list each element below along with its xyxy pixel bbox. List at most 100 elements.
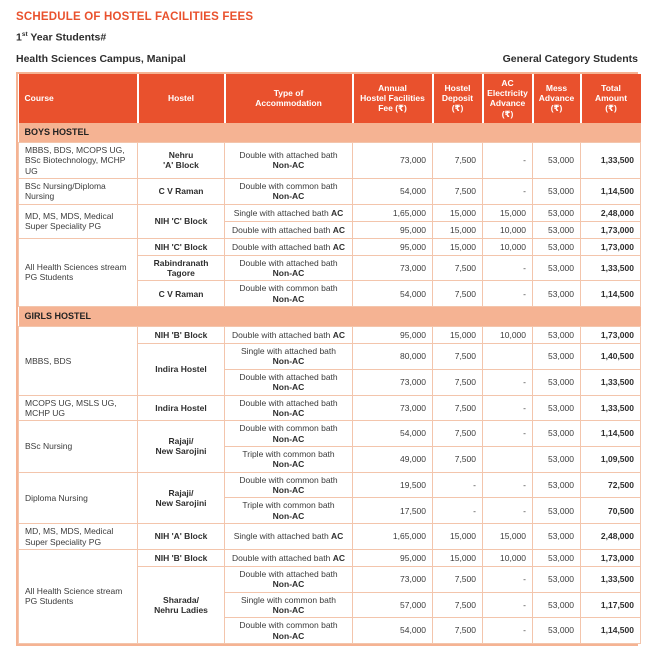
course-cell: BSc Nursing xyxy=(19,421,138,472)
total-cell: 1,14,500 xyxy=(581,618,641,644)
total-cell: 1,33,500 xyxy=(581,369,641,395)
accommodation-ac-label: Non-AC xyxy=(273,459,305,469)
mess-advance-cell: 53,000 xyxy=(533,327,581,344)
accommodation-text: Single with attached bath xyxy=(234,531,331,541)
fee-cell: 73,000 xyxy=(353,369,433,395)
ac-advance-cell: - xyxy=(483,421,533,447)
accommodation-ac-label: AC xyxy=(333,330,345,340)
mess-advance-cell: 53,000 xyxy=(533,281,581,307)
deposit-cell: 7,500 xyxy=(433,369,483,395)
accommodation-ac-label: Non-AC xyxy=(273,160,305,170)
hostel-cell: Rabindranath Tagore xyxy=(138,255,225,281)
ac-advance-cell: - xyxy=(483,178,533,204)
accommodation-text: Double with common bath xyxy=(239,181,337,191)
total-cell: 1,14,500 xyxy=(581,421,641,447)
ac-advance-cell: 10,000 xyxy=(483,327,533,344)
accommodation-text: Double with attached bath xyxy=(239,398,337,408)
fee-cell: 57,000 xyxy=(353,592,433,618)
mess-advance-cell: 53,000 xyxy=(533,178,581,204)
accommodation-cell: Double with attached bath AC xyxy=(225,549,353,566)
accommodation-text: Double with attached bath xyxy=(232,242,333,252)
fee-cell: 80,000 xyxy=(353,344,433,370)
year-label: Year Students# xyxy=(28,32,107,44)
fee-cell: 73,000 xyxy=(353,142,433,178)
column-header-1: Hostel xyxy=(138,74,225,123)
course-cell: BSc Nursing/Diploma Nursing xyxy=(19,178,138,204)
course-cell: MBBS, BDS xyxy=(19,327,138,395)
ac-advance-cell: 15,000 xyxy=(483,524,533,550)
mess-advance-cell: 53,000 xyxy=(533,421,581,447)
total-cell: 2,48,000 xyxy=(581,204,641,221)
section-row: BOYS HOSTEL xyxy=(19,123,641,142)
mess-advance-cell: 53,000 xyxy=(533,549,581,566)
accommodation-ac-label: Non-AC xyxy=(273,408,305,418)
fee-cell: 17,500 xyxy=(353,498,433,524)
mess-advance-cell: 53,000 xyxy=(533,498,581,524)
column-header-5: AC Electricity Advance (₹) xyxy=(483,74,533,123)
deposit-cell: 7,500 xyxy=(433,255,483,281)
fee-cell: 95,000 xyxy=(353,238,433,255)
mess-advance-cell: 53,000 xyxy=(533,344,581,370)
ac-advance-cell xyxy=(483,344,533,370)
deposit-cell: 7,500 xyxy=(433,395,483,421)
total-cell: 1,33,500 xyxy=(581,566,641,592)
accommodation-ac-label: AC xyxy=(331,208,343,218)
total-cell: 2,48,000 xyxy=(581,524,641,550)
accommodation-text: Triple with common bath xyxy=(242,449,334,459)
mess-advance-cell: 53,000 xyxy=(533,204,581,221)
accommodation-ac-label: Non-AC xyxy=(273,485,305,495)
total-cell: 1,73,000 xyxy=(581,238,641,255)
accommodation-ac-label: Non-AC xyxy=(273,268,305,278)
mess-advance-cell: 53,000 xyxy=(533,592,581,618)
accommodation-text: Double with attached bath xyxy=(239,569,337,579)
ac-advance-cell: - xyxy=(483,255,533,281)
course-cell: All Health Science stream PG Students xyxy=(19,549,138,643)
fee-cell: 73,000 xyxy=(353,255,433,281)
accommodation-ac-label: Non-AC xyxy=(273,356,305,366)
hostel-cell: Nehru 'A' Block xyxy=(138,142,225,178)
mess-advance-cell: 53,000 xyxy=(533,618,581,644)
course-cell: Diploma Nursing xyxy=(19,472,138,523)
course-cell: MD, MS, MDS, Medical Super Speciality PG xyxy=(19,204,138,238)
hostel-cell: NIH 'A' Block xyxy=(138,524,225,550)
deposit-cell: 15,000 xyxy=(433,238,483,255)
accommodation-ac-label: AC xyxy=(333,225,345,235)
hostel-cell: NIH 'C' Block xyxy=(138,204,225,238)
deposit-cell: - xyxy=(433,498,483,524)
mess-advance-cell: 53,000 xyxy=(533,255,581,281)
mess-advance-cell: 53,000 xyxy=(533,524,581,550)
mess-advance-cell: 53,000 xyxy=(533,472,581,498)
deposit-cell: 7,500 xyxy=(433,178,483,204)
total-cell: 1,17,500 xyxy=(581,592,641,618)
deposit-cell: 15,000 xyxy=(433,221,483,238)
mess-advance-cell: 53,000 xyxy=(533,238,581,255)
fee-cell: 73,000 xyxy=(353,395,433,421)
accommodation-text: Double with attached bath xyxy=(232,553,333,563)
accommodation-text: Single with attached bath xyxy=(234,208,331,218)
fee-cell: 54,000 xyxy=(353,178,433,204)
ac-advance-cell: - xyxy=(483,142,533,178)
accommodation-ac-label: Non-AC xyxy=(273,294,305,304)
campus-row: Health Sciences Campus, Manipal General … xyxy=(16,53,638,65)
mess-advance-cell: 53,000 xyxy=(533,369,581,395)
total-cell: 1,14,500 xyxy=(581,178,641,204)
accommodation-text: Double with attached bath xyxy=(239,150,337,160)
